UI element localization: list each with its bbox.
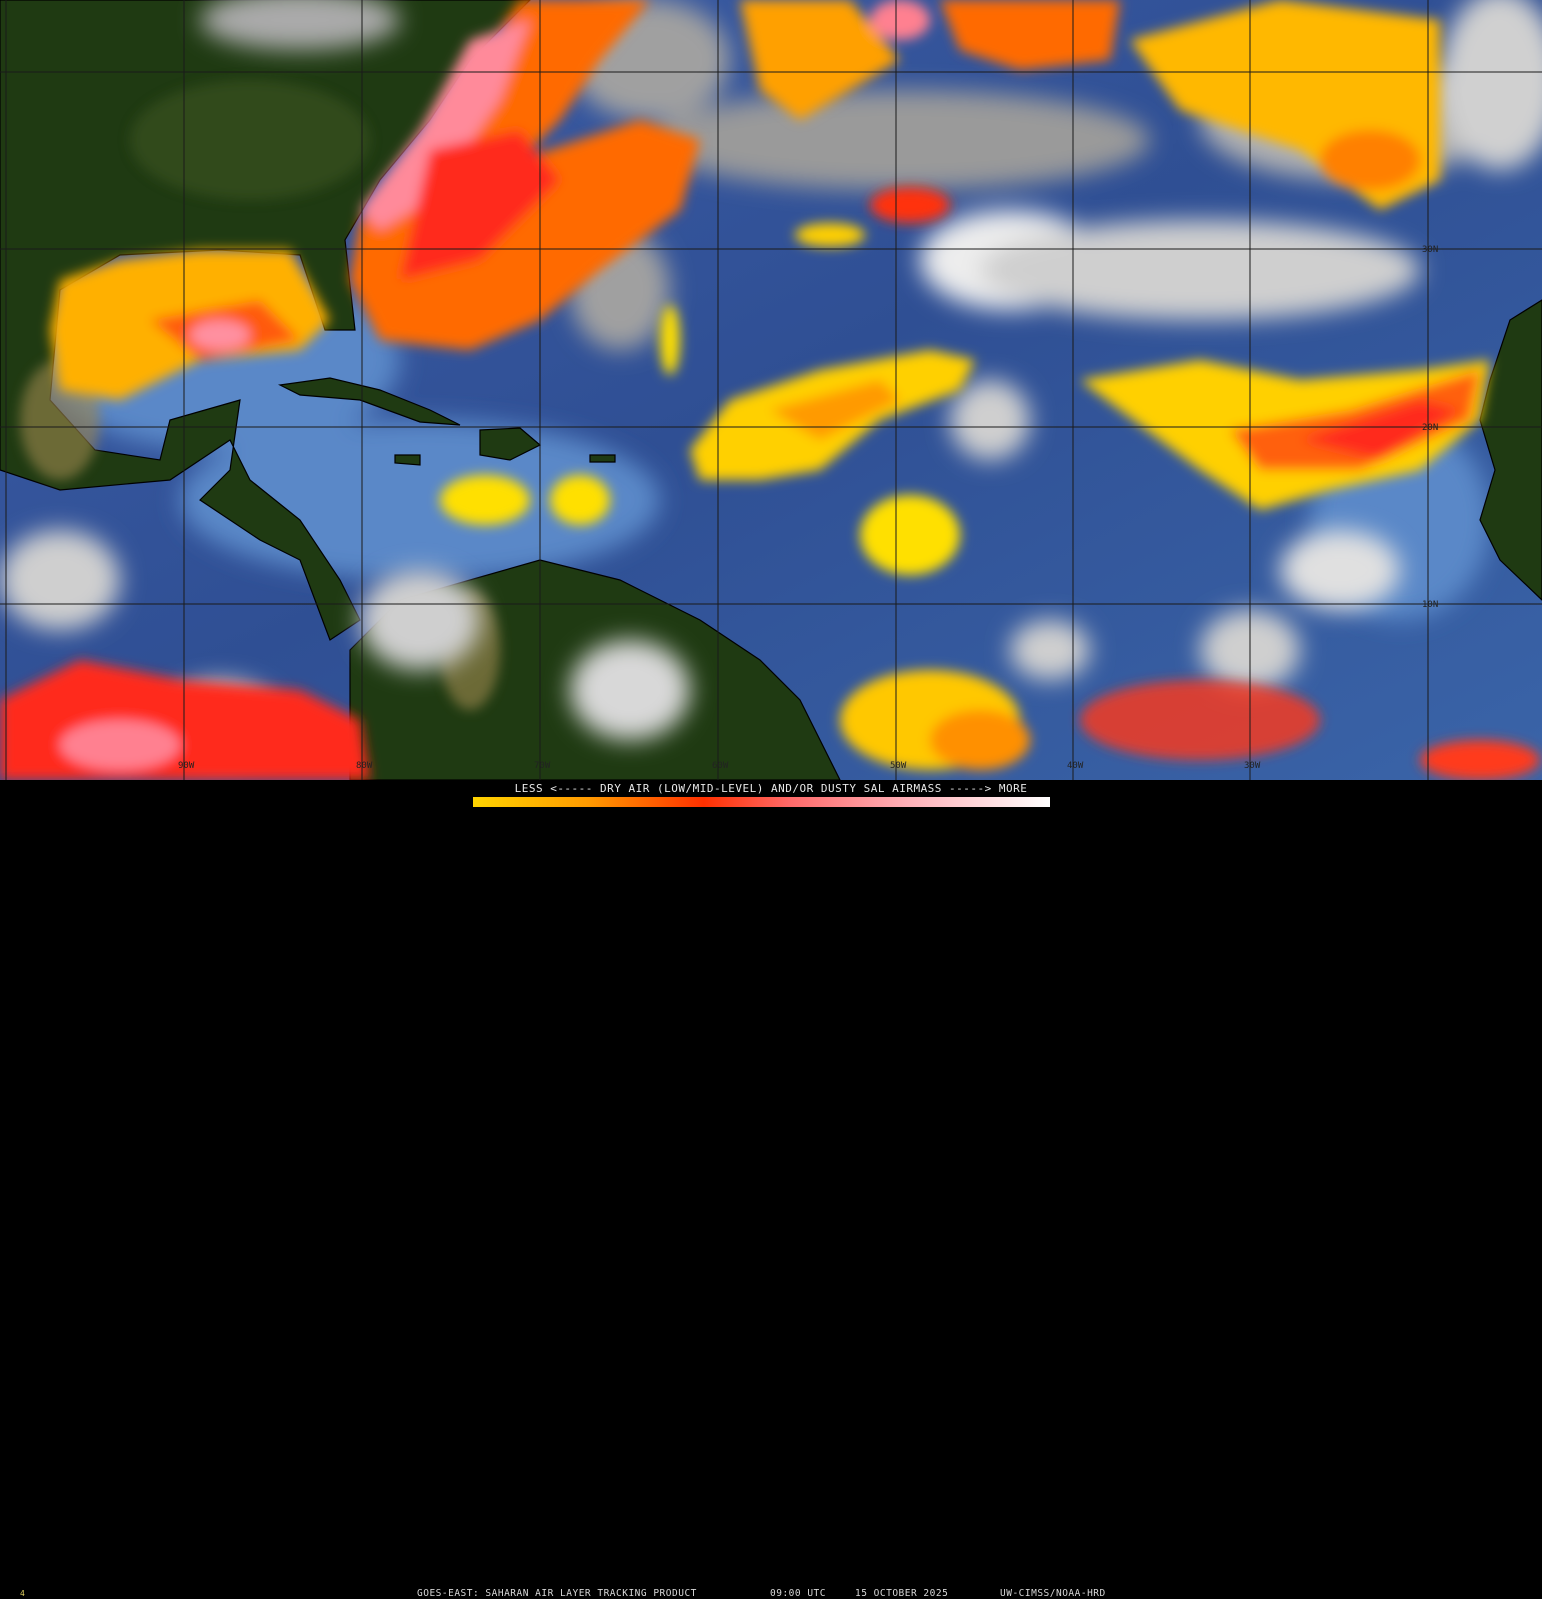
footer-product: GOES-EAST: SAHARAN AIR LAYER TRACKING PR…	[417, 1588, 697, 1599]
footer-date: 15 OCTOBER 2025	[855, 1588, 949, 1599]
cuba	[278, 377, 461, 426]
lon-label: 60W	[712, 761, 729, 771]
lat-label: 10N	[1422, 600, 1438, 610]
lon-label: 70W	[534, 761, 551, 771]
jamaica	[394, 454, 421, 466]
midatlantic-blob	[860, 495, 960, 575]
longitude-labels: 90W 80W 70W 60W 50W 40W 30W	[178, 761, 1261, 771]
dust-plumes	[0, 0, 1540, 780]
lat-label: 30N	[1422, 245, 1438, 255]
africa	[1479, 299, 1542, 601]
north-america	[0, 0, 531, 641]
lon-label: 30W	[1244, 761, 1261, 771]
puerto-rico	[589, 454, 616, 463]
hispaniola	[479, 427, 542, 461]
north-dust	[740, 0, 900, 120]
satellite-map: 90W 80W 70W 60W 50W 40W 30W 30N 20N 10N	[0, 0, 1542, 780]
legend-title: LESS <----- DRY AIR (LOW/MID-LEVEL) AND/…	[514, 782, 1028, 795]
lat-label: 20N	[1422, 423, 1438, 433]
lat-lon-grid	[0, 0, 1542, 780]
lon-label: 50W	[890, 761, 907, 771]
colorbar	[473, 797, 1050, 807]
lon-label: 80W	[356, 761, 373, 771]
lon-label: 90W	[178, 761, 195, 771]
footer-time: 09:00 UTC	[770, 1588, 826, 1599]
frame-number: 4	[20, 1589, 25, 1598]
latitude-labels: 30N 20N 10N	[1422, 245, 1438, 610]
footer-credit: UW-CIMSS/NOAA-HRD	[1000, 1588, 1106, 1599]
lon-label: 40W	[1067, 761, 1084, 771]
